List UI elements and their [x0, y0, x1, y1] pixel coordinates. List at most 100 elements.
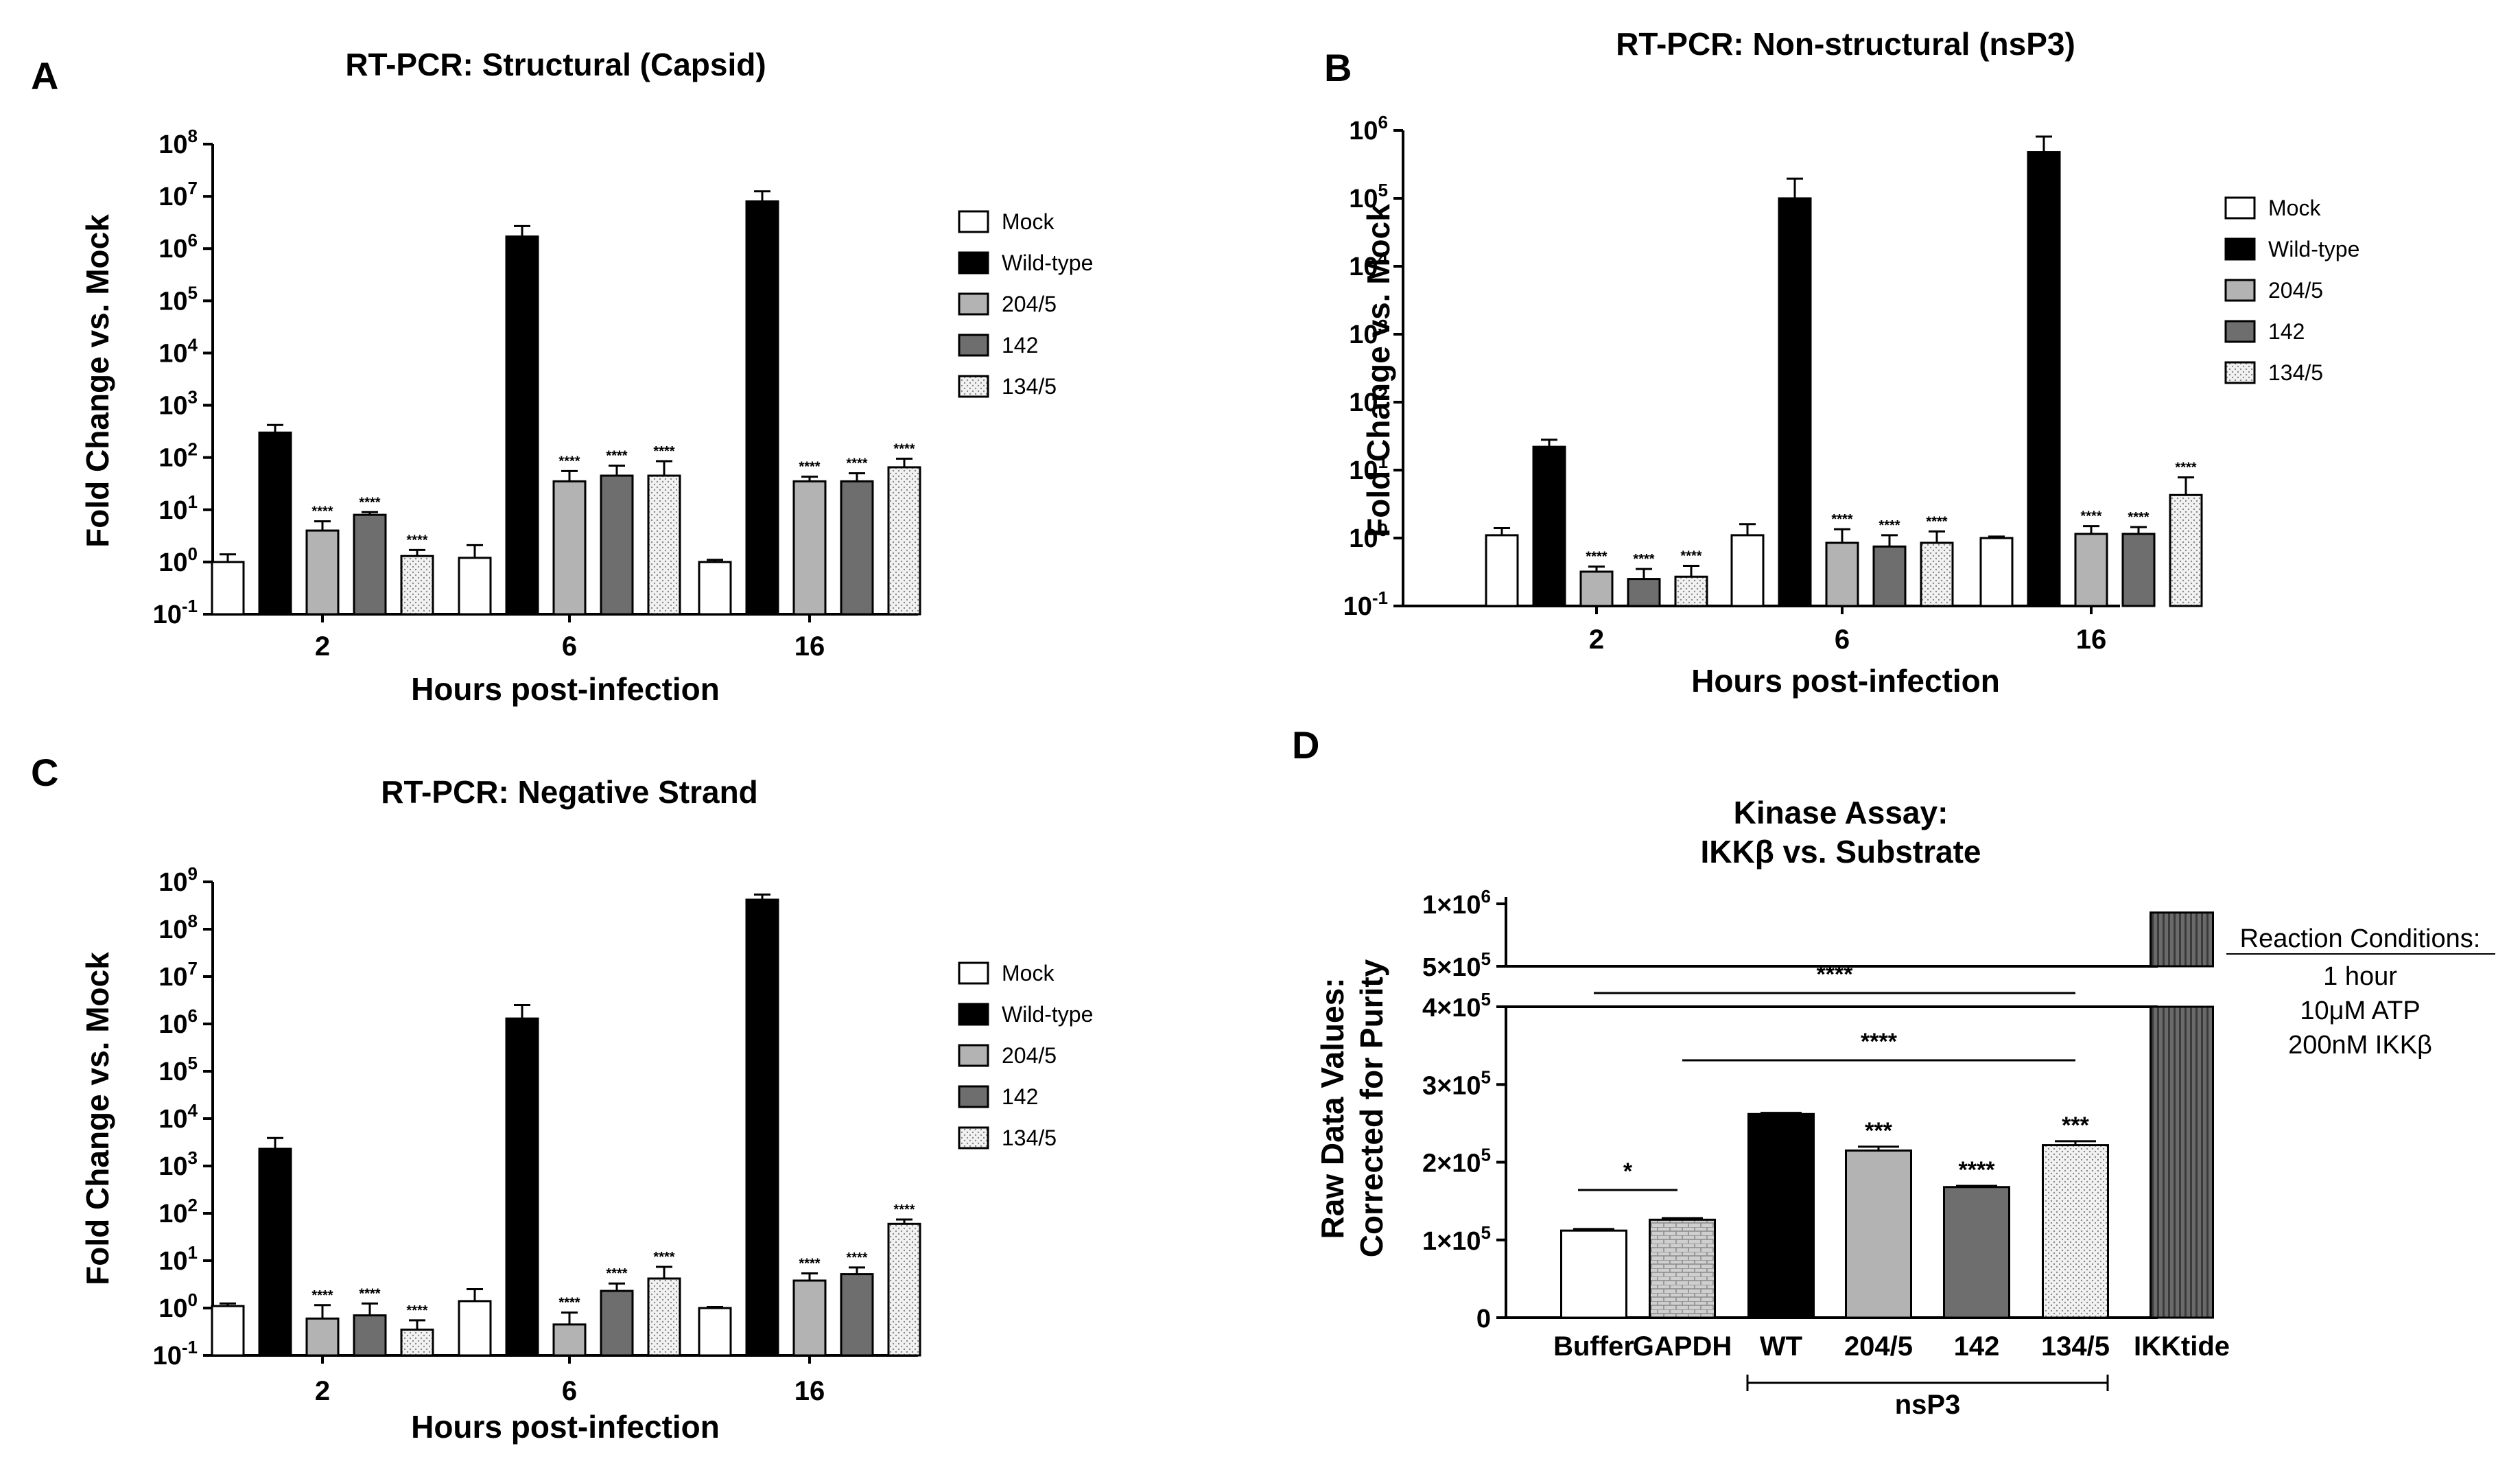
x-axis-label: Hours post-infection [411, 1409, 720, 1445]
legend-swatch [958, 292, 989, 316]
legend-swatch [2224, 320, 2256, 343]
legend-swatch [958, 1085, 989, 1108]
significance-label: **** [846, 1250, 867, 1265]
bar-204-5 [305, 1317, 340, 1357]
significance-label: **** [1586, 550, 1607, 565]
legend-swatch [958, 251, 989, 275]
panel-letter: A [31, 54, 58, 97]
y-tick-label: 102 [158, 1195, 198, 1228]
bar-mock [211, 561, 245, 616]
y-tick-label: 107 [158, 178, 198, 211]
legend-label: 142 [1002, 1084, 1038, 1109]
bar-142 [840, 480, 874, 616]
axis-break-gap [1509, 968, 2160, 1005]
x-axis-label: Hours post-infection [411, 671, 720, 707]
chart-title: RT-PCR: Non-structural (nsP3) [1616, 26, 2075, 62]
bar-142 [840, 1273, 874, 1357]
legend-swatch [958, 375, 989, 398]
panel-a: A RT-PCR: Structural (Capsid) 108 107 106 105… [31, 47, 1093, 707]
y-axis-label: Fold Change vs. Mock [80, 214, 115, 548]
significance-label: * [1623, 1158, 1633, 1185]
conditions-header: Reaction Conditions: [2240, 924, 2481, 953]
bar-134-5 [1674, 575, 1708, 607]
bar-204-5 [792, 480, 827, 616]
bar-wild-type [258, 1147, 292, 1357]
legend-label: Wild-type [1002, 1002, 1093, 1027]
bar-142 [353, 513, 387, 616]
x-tick-label: 142 [1954, 1331, 2000, 1362]
bar-134-5 [2169, 493, 2203, 607]
significance-label: *** [1865, 1118, 1892, 1144]
bar-wild-type [505, 1017, 539, 1357]
significance-label: **** [1959, 1157, 1996, 1183]
bar-wild-type [258, 431, 292, 616]
x-tick-label: 2 [315, 1376, 330, 1406]
y-tick-label: 108 [158, 126, 198, 159]
panel-c: C RT-PCR: Negative Strand 109 108 107 106 105 1… [31, 751, 1093, 1445]
bar-mock [1979, 537, 2014, 607]
y-tick-label: 104 [1349, 248, 1388, 281]
significance-label: **** [1879, 518, 1900, 533]
legend-swatch [958, 334, 989, 357]
bar-wild-type [745, 898, 779, 1357]
chart-title-line2: IKKβ vs. Substrate [1701, 834, 1981, 870]
y-tick-label: 100 [158, 544, 198, 577]
bar-mock [458, 1300, 492, 1357]
significance-label: **** [311, 1288, 333, 1303]
y-tick-label: 105 [1349, 180, 1388, 213]
x-tick-label: GAPDH [1633, 1331, 1732, 1362]
bar-134-5 [647, 474, 681, 616]
bar-wild-type [1532, 445, 1566, 607]
x-tick-label: 6 [1835, 625, 1850, 655]
bar-134-5 [400, 555, 434, 616]
bar-142 [1872, 545, 1907, 607]
panel-b: B RT-PCR: Non-structural (nsP3) 106 105 104 1… [1324, 26, 2359, 699]
y-tick-label: 102 [1349, 384, 1388, 417]
legend-swatch [958, 1126, 989, 1150]
x-tick-label: IKKtide [2134, 1331, 2230, 1362]
bar-upper-ikktide [2150, 911, 2214, 968]
x-tick-label: 6 [562, 631, 577, 662]
bar-204-5 [1845, 1150, 1912, 1319]
x-tick-label: WT [1760, 1331, 1802, 1362]
bar-204-5 [552, 1323, 587, 1357]
bar-134-5 [647, 1277, 681, 1357]
significance-label: **** [653, 1250, 674, 1265]
legend-label: 134/5 [1002, 374, 1057, 399]
x-tick-label: 6 [562, 1376, 577, 1406]
y-tick-label: 106 [158, 1005, 198, 1039]
significance-label: **** [558, 1296, 580, 1311]
y-tick-label: 106 [158, 230, 198, 264]
significance-label: **** [1817, 961, 1854, 988]
y-tick-label: 1×105 [1422, 1222, 1491, 1256]
bar-mock [458, 557, 492, 616]
y-tick-label: 108 [158, 911, 198, 944]
x-tick-label: 2 [1589, 625, 1604, 655]
y-tick-label: 107 [158, 958, 198, 992]
bar-204-5 [552, 480, 587, 616]
bar-wild-type [1778, 197, 1812, 607]
bar-mock [698, 1307, 732, 1357]
bar-lower-ikktide [2150, 1005, 2214, 1319]
x-axis-label: Hours post-infection [1691, 663, 2000, 699]
y-tick-label: 103 [158, 387, 198, 421]
legend-label: Wild-type [1002, 250, 1093, 275]
y-tick-label: 4×105 [1422, 989, 1491, 1023]
x-tick-label: 16 [794, 631, 825, 662]
y-tick-label: 106 [1349, 112, 1388, 145]
bar-mock [698, 561, 732, 616]
bar-204-5 [792, 1279, 827, 1357]
x-tick-label: 16 [2076, 625, 2107, 655]
y-tick-label: 103 [1349, 316, 1388, 349]
y-tick-label: 10-1 [153, 1337, 198, 1370]
bar-134-5 [887, 1222, 921, 1357]
y-tick-label: 100 [1349, 520, 1388, 553]
bar-204-5 [305, 529, 340, 616]
legend-swatch [958, 210, 989, 233]
y-axis-label-line2: Corrected for Purity [1354, 959, 1389, 1257]
bar-wild-type [505, 235, 539, 616]
y-tick-label: 1×106 [1422, 886, 1491, 920]
legend-swatch [958, 961, 989, 985]
panel-letter: C [31, 751, 58, 794]
legend-label: 204/5 [1002, 1043, 1057, 1068]
